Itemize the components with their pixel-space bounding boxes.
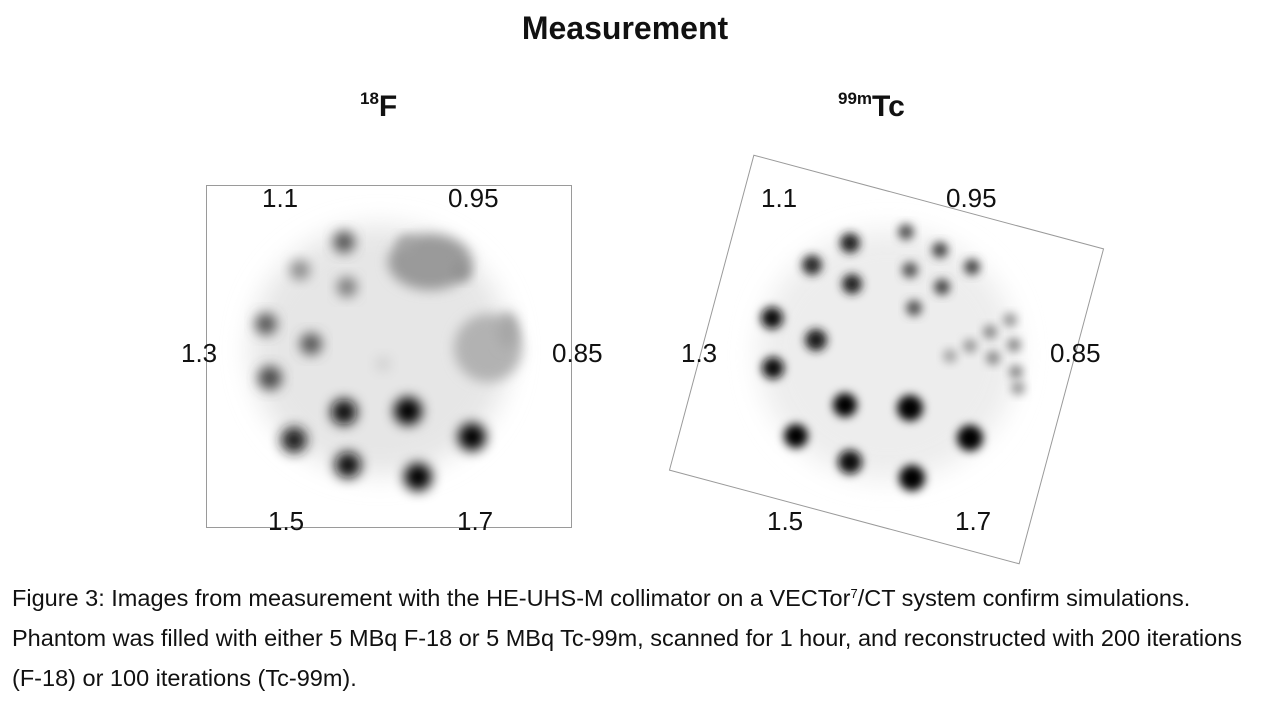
rod-0.85 — [1011, 381, 1025, 395]
rod-1.7 — [957, 425, 983, 451]
figure-title: Measurement — [521, 10, 729, 46]
caption-superscript: 7 — [850, 586, 858, 601]
rod-0.95 — [398, 236, 414, 252]
rod-1.3 — [255, 313, 277, 335]
phantom-image-f18 — [250, 225, 522, 491]
isotope-symbol-tc99m: Tc — [872, 90, 905, 123]
rod-1.1 — [840, 233, 860, 253]
rod-1.5 — [784, 424, 808, 448]
panel-label-tc99m: 99mTc — [838, 89, 905, 123]
rod-1.1 — [802, 255, 822, 275]
rod-label-0.85: 0.85 — [1050, 338, 1101, 368]
rod-label-1.5: 1.5 — [767, 506, 804, 536]
rod-0.95 — [932, 242, 948, 258]
isotope-mass-f18: 18 — [360, 89, 379, 108]
rod-1.5 — [838, 450, 862, 474]
rod-label-1.1: 1.1 — [262, 183, 299, 213]
rod-label-0.95: 0.95 — [448, 183, 499, 213]
rod-1.3 — [300, 333, 322, 355]
rod-1.3 — [258, 366, 282, 390]
center-spot — [375, 356, 391, 372]
rod-0.95 — [898, 224, 914, 240]
rod-label-1.7: 1.7 — [457, 506, 494, 536]
panel-label-f18: 18F — [360, 89, 398, 123]
figure-caption: Figure 3: Images from measurement with t… — [12, 578, 1274, 698]
rod-1.7 — [404, 463, 432, 491]
rod-label-1.7: 1.7 — [955, 506, 992, 536]
rod-0.85 — [986, 351, 1000, 365]
rod-1.5 — [281, 427, 307, 453]
rod-0.85 — [943, 349, 957, 363]
rod-label-0.95: 0.95 — [946, 183, 997, 213]
rod-1.1 — [842, 274, 862, 294]
rod-label-1.5: 1.5 — [268, 506, 305, 536]
rod-0.95 — [454, 264, 470, 280]
rod-1.1 — [290, 260, 310, 280]
rod-1.5 — [335, 452, 361, 478]
rod-1.7 — [899, 465, 925, 491]
rod-0.95 — [964, 259, 980, 275]
rod-cluster-0.85 — [498, 312, 518, 348]
rod-label-0.85: 0.85 — [552, 338, 603, 368]
isotope-symbol-f18: F — [378, 90, 398, 123]
rod-0.85 — [1003, 313, 1017, 327]
rod-1.1 — [337, 277, 357, 297]
rod-0.85 — [983, 325, 997, 339]
phantom-image-tc99m — [758, 224, 1025, 491]
rod-0.85 — [963, 339, 977, 353]
rod-1.3 — [762, 357, 784, 379]
rod-1.7 — [394, 397, 422, 425]
rod-0.95 — [934, 279, 950, 295]
rod-1.7 — [897, 395, 923, 421]
rod-0.85 — [1007, 338, 1021, 352]
rod-1.3 — [805, 329, 827, 351]
caption-text-1: Figure 3: Images from measurement with t… — [12, 585, 851, 611]
background-haze — [758, 230, 1018, 480]
rod-1.5 — [331, 399, 357, 425]
isotope-mass-tc99m: 99m — [838, 89, 873, 108]
rod-0.85 — [1009, 365, 1023, 379]
rod-label-1.3: 1.3 — [181, 338, 218, 368]
rod-1.5 — [833, 393, 857, 417]
caption-text-2: /CT system confirm simulations. Phantom … — [12, 585, 1243, 691]
rod-1.1 — [333, 231, 355, 253]
rod-0.95 — [906, 300, 922, 316]
rod-1.3 — [761, 307, 783, 329]
rod-1.7 — [458, 423, 486, 451]
rod-0.95 — [902, 262, 918, 278]
rod-label-1.1: 1.1 — [761, 183, 798, 213]
rod-label-1.3: 1.3 — [681, 338, 718, 368]
